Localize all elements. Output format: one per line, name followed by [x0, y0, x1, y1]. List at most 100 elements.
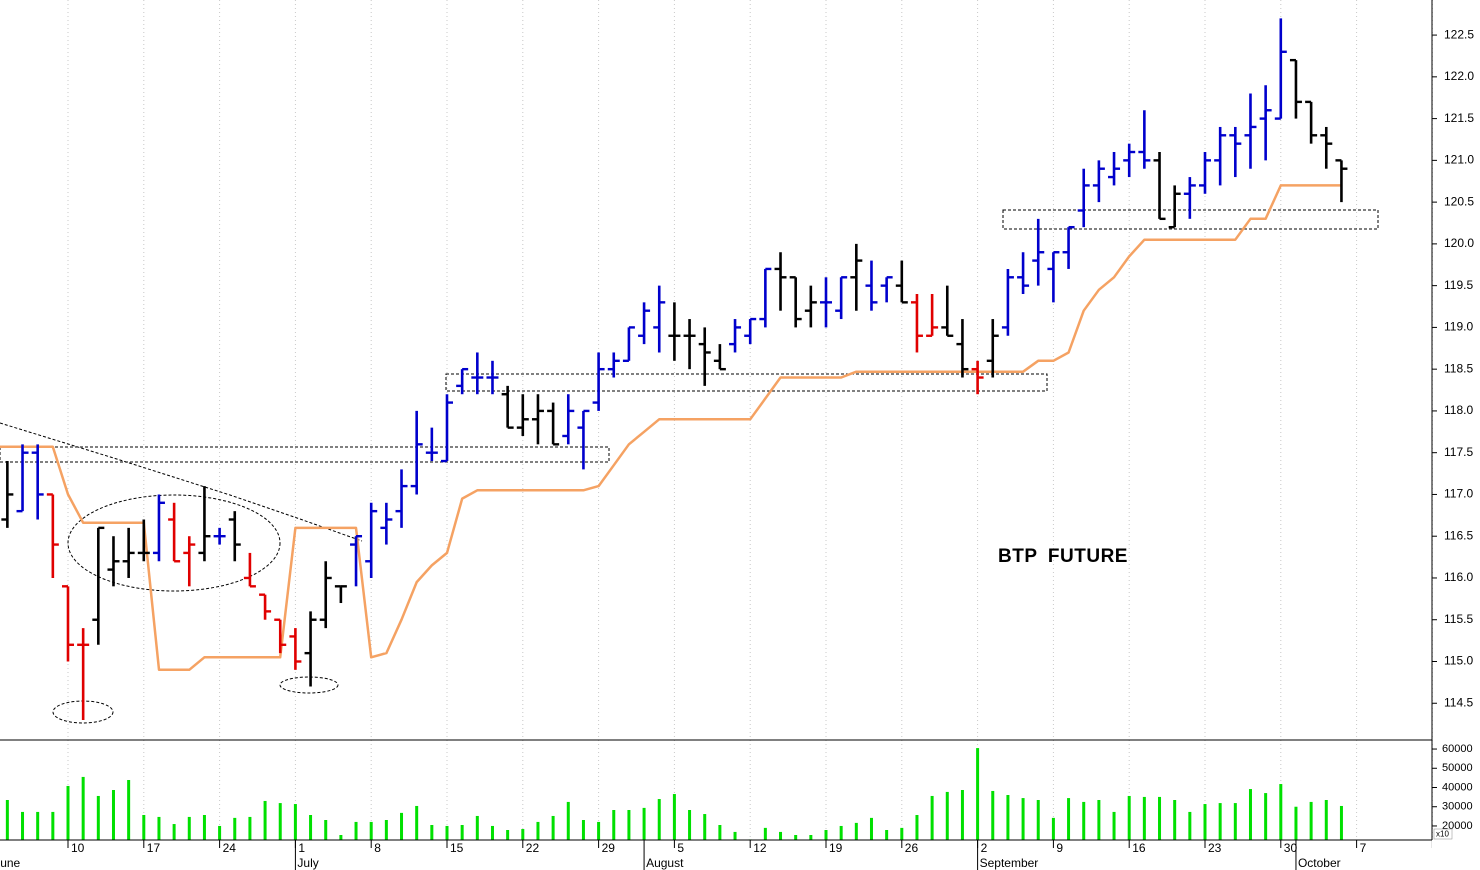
volume-bar: [202, 815, 206, 840]
y-tick-label: 116.0: [1444, 570, 1473, 584]
volume-bar: [854, 822, 858, 840]
volume-tick-label: 60000: [1442, 743, 1473, 755]
volume-bar: [445, 825, 449, 840]
volume-bar: [703, 814, 707, 840]
volume-bar: [324, 820, 328, 840]
x-tick-label: 5: [677, 841, 684, 855]
volume-bar: [415, 805, 419, 840]
volume-bar: [475, 815, 479, 840]
volume-bar: [930, 795, 934, 840]
stop-line: [0, 184, 1342, 672]
volume-bar: [976, 748, 980, 840]
y-axis: 114.5 115.0 115.5 116.0 116.5 117.0 117.5 118.0…: [1432, 27, 1474, 840]
volume-bar: [960, 790, 964, 840]
volume-bar: [354, 821, 358, 840]
volume-bar: [157, 816, 161, 840]
volume-bar: [309, 815, 313, 840]
volume-bar: [111, 790, 115, 840]
volume-bar: [915, 815, 919, 840]
volume-bar: [1127, 795, 1131, 840]
y-tick-label: 119.5: [1444, 278, 1473, 292]
volume-bar: [21, 811, 25, 840]
x-tick-label: 14: [1435, 841, 1449, 855]
volume-bar: [1339, 805, 1343, 840]
x-tick-label: 17: [147, 841, 161, 855]
volume-bar: [1264, 793, 1268, 840]
volume-bar: [263, 800, 267, 840]
volume-bar: [1097, 800, 1101, 840]
volume-bar: [885, 830, 889, 840]
volume-bar: [96, 795, 100, 840]
x-tick-label: 23: [1208, 841, 1222, 855]
x-tick-label: 12: [753, 841, 767, 855]
volume-bar: [688, 810, 692, 840]
volume-bar: [627, 810, 631, 840]
y-tick-label: 118.0: [1444, 403, 1473, 417]
support-zone: [0, 446, 610, 463]
y-tick-label: 122.5: [1444, 27, 1474, 41]
y-tick-label: 115.5: [1444, 612, 1473, 626]
plot-layer: [0, 18, 1348, 840]
volume-bar: [612, 810, 616, 840]
x-tick-label: 24: [223, 841, 237, 855]
volume-bar: [642, 807, 646, 840]
volume-bar: [1112, 811, 1116, 840]
volume-bar: [581, 820, 585, 840]
x-tick-label: 19: [829, 841, 843, 855]
volume-bar: [657, 799, 661, 840]
month-label: October: [1298, 856, 1341, 870]
month-label: August: [646, 856, 684, 870]
volume-bar: [51, 811, 55, 840]
volume-bar: [1036, 800, 1040, 840]
support-zone: [445, 373, 1048, 392]
volume-bar: [1309, 801, 1313, 840]
volume-tick-label: 50000: [1442, 762, 1473, 774]
x-tick-label: 10: [71, 841, 85, 855]
volume-bar: [945, 791, 949, 840]
volume-bar: [172, 824, 176, 840]
volume-bar: [869, 817, 873, 840]
volume-bar: [991, 790, 995, 840]
volume-tick-label: 30000: [1442, 801, 1473, 813]
volume-bar: [1158, 796, 1162, 840]
y-tick-label: 121.5: [1444, 111, 1474, 125]
volume-bar: [1188, 811, 1192, 840]
y-tick-label: 122.0: [1444, 69, 1474, 83]
volume-bar: [218, 825, 222, 840]
low-ellipse: [279, 676, 339, 694]
volume-bar: [1173, 800, 1177, 840]
month-label: June: [0, 856, 21, 870]
y-tick-label: 120.5: [1444, 194, 1474, 208]
volume-bar: [1021, 798, 1025, 840]
x-tick-label: 29: [602, 841, 616, 855]
y-tick-label: 114.5: [1444, 695, 1473, 709]
volume-bar: [233, 817, 237, 840]
x-axis: 10172418152229512192629162330714JuneJuly…: [0, 840, 1449, 870]
volume-multiplier: x10: [1436, 830, 1449, 839]
y-tick-label: 120.0: [1444, 236, 1474, 250]
volume-bar: [127, 780, 131, 840]
volume-bar: [1279, 784, 1283, 840]
volume-bar: [566, 801, 570, 840]
x-tick-label: 1: [298, 841, 305, 855]
x-tick-label: 15: [450, 841, 464, 855]
y-tick-label: 119.0: [1444, 320, 1473, 334]
volume-bar: [36, 811, 40, 840]
volume-bar: [5, 800, 9, 840]
y-tick-label: 117.5: [1444, 445, 1473, 459]
volume-bar: [1082, 801, 1086, 840]
x-tick-label: 2: [981, 841, 988, 855]
y-tick-label: 118.5: [1444, 361, 1473, 375]
volume-tick-label: 40000: [1442, 781, 1473, 793]
volume-bar: [1233, 803, 1237, 840]
volume-bar: [733, 831, 737, 840]
volume-bar: [718, 825, 722, 840]
month-label: September: [980, 856, 1039, 870]
volume-bar: [339, 835, 343, 840]
volume-bar: [248, 816, 252, 840]
trend-line: [0, 422, 363, 542]
volume-bar: [809, 835, 813, 840]
volume-bar: [824, 830, 828, 840]
volume-bar: [1006, 795, 1010, 840]
